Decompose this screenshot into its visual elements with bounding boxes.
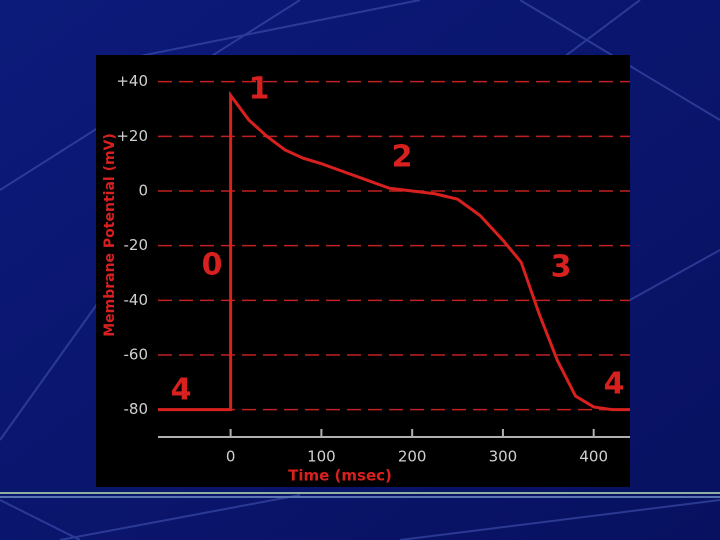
line [158, 90, 630, 412]
y-axis-label: Membrane Potential (mV) [102, 133, 118, 337]
plot: +40 +20 0 -20 -40 -60 -80 0 100 200 300 400 1 2 0 3 4 4 [116, 72, 630, 466]
x-tick-label: 0 [226, 448, 236, 466]
x-tick-label: 100 [307, 448, 336, 466]
y-tick-label: -80 [124, 400, 149, 418]
divider [0, 492, 720, 498]
chart-panel [96, 55, 630, 487]
x-tick-label: 300 [489, 448, 518, 466]
y-tick-label: -20 [124, 236, 149, 254]
x-tick-label: 400 [579, 448, 608, 466]
x-tick-label: 200 [398, 448, 427, 466]
y-tick-label: +40 [116, 72, 148, 90]
y-tick-label: -40 [124, 291, 149, 309]
phase-label: 1 [249, 72, 270, 107]
y-tick-label: +20 [116, 127, 148, 145]
phase-label: 4 [171, 373, 192, 408]
phase-label: 0 [202, 248, 223, 283]
phase-label: 4 [604, 367, 625, 402]
y-tick-label: 0 [138, 182, 148, 200]
phase-label: 2 [392, 140, 413, 175]
x-axis-label: Time (msec) [288, 467, 392, 485]
phase-label: 3 [551, 250, 572, 285]
y-tick-label: -60 [124, 346, 149, 364]
